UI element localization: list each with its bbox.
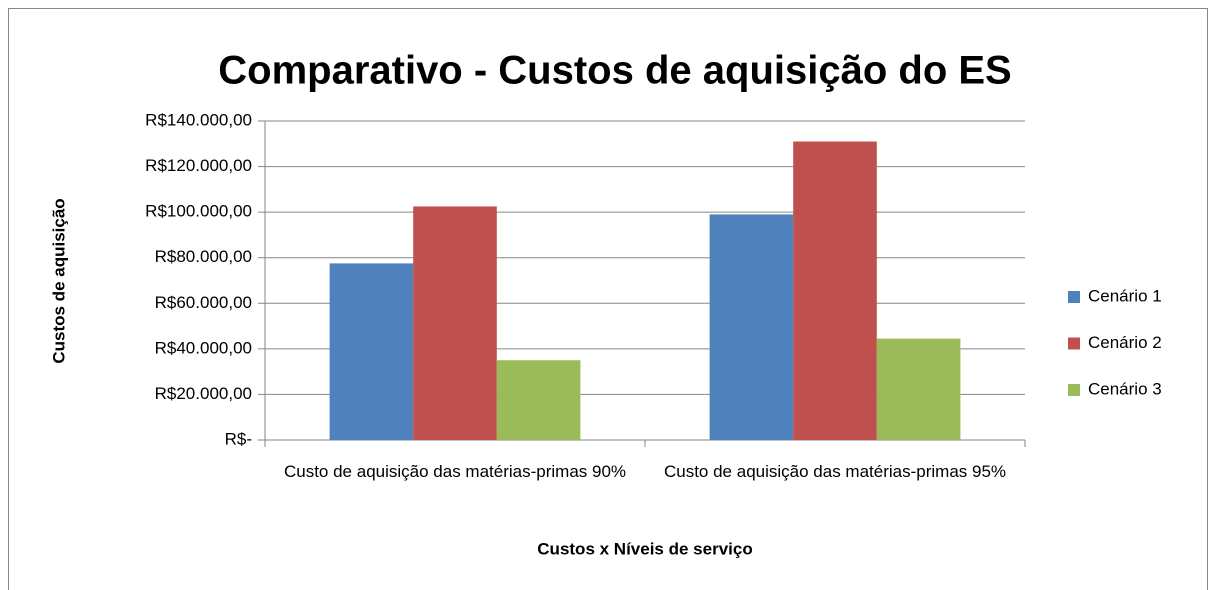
legend-swatch — [1068, 291, 1080, 303]
legend-label: Cenário 3 — [1088, 379, 1162, 398]
y-axis-title: Custos de aquisição — [49, 198, 68, 363]
y-tick-label: R$20.000,00 — [155, 384, 252, 403]
bar — [329, 263, 414, 440]
y-tick-label: R$120.000,00 — [145, 156, 252, 175]
chart-frame — [8, 8, 1208, 590]
y-tick-label: R$- — [225, 429, 252, 448]
y-tick-label: R$60.000,00 — [155, 293, 252, 312]
y-tick-label: R$40.000,00 — [155, 338, 252, 357]
legend-label: Cenário 1 — [1088, 286, 1162, 305]
bar — [413, 206, 497, 440]
x-axis-title: Custos x Níveis de serviço — [537, 539, 752, 558]
legend-swatch — [1068, 384, 1080, 396]
y-tick-label: R$100.000,00 — [145, 202, 252, 221]
x-tick-label: Custo de aquisição das matérias-primas 9… — [283, 462, 627, 481]
chart-title: Comparativo - Custos de aquisição do ES — [218, 49, 1011, 93]
y-tick-label: R$140.000,00 — [145, 110, 252, 129]
bar — [496, 360, 581, 440]
x-tick-label: Custo de aquisição das matérias-primas 9… — [663, 462, 1007, 481]
y-tick-label: R$80.000,00 — [155, 247, 252, 266]
legend-label: Cenário 2 — [1088, 333, 1162, 352]
bar — [793, 141, 877, 440]
bar — [876, 338, 961, 440]
bar — [709, 214, 794, 440]
legend-swatch — [1068, 337, 1080, 350]
